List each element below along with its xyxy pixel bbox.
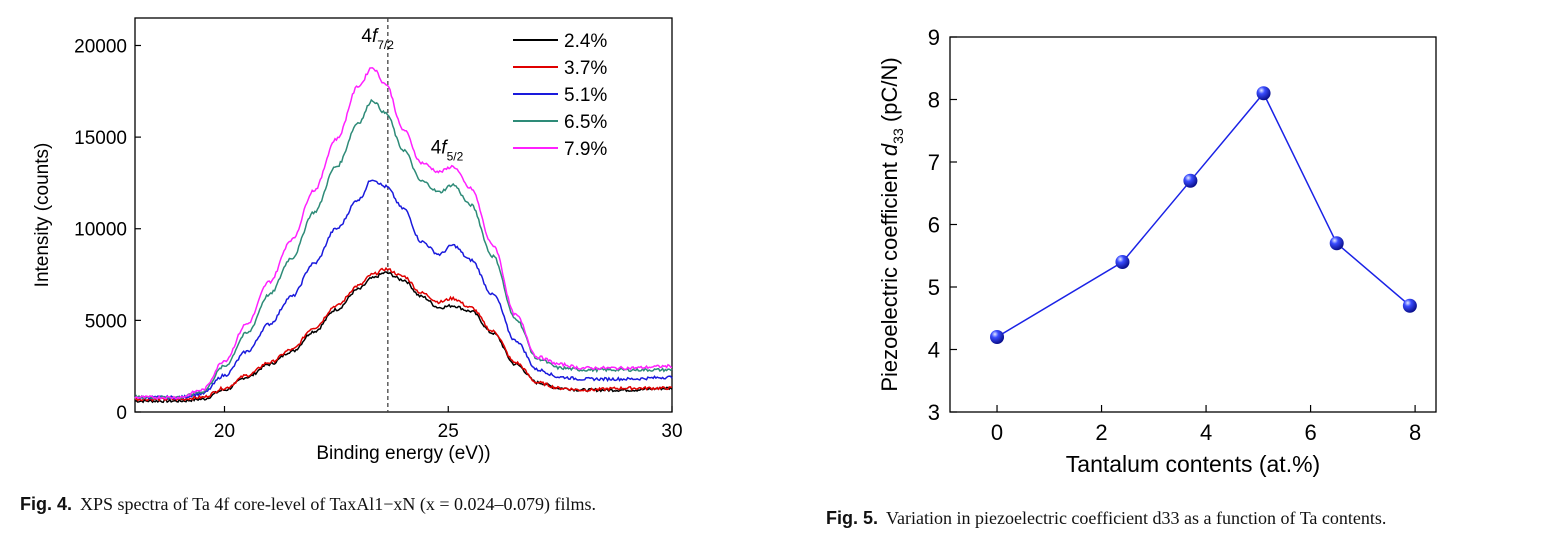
y-tick-label: 6 (928, 213, 940, 238)
series-line (996, 91, 1411, 338)
peak-annotation-2: 4f5/2 (431, 138, 464, 164)
y-tick-label: 4 (928, 338, 940, 363)
plot-frame (134, 17, 673, 413)
figure-5-caption-text: Variation in piezoelectric coefficient d… (886, 508, 1387, 528)
y-tick-label: 15000 (74, 128, 127, 149)
series-line-79 (134, 67, 673, 400)
y-tick-label: 10000 (74, 220, 127, 241)
y-tick-label: 3 (928, 400, 940, 425)
piezoelectric-coefficient-chart: 3 4 5 6 7 8 9 0 2 4 6 8 Tantalum contents (at.%) Piez… (877, 25, 1437, 477)
data-point (1256, 86, 1271, 101)
series-line-51 (134, 179, 673, 401)
y-tick-label: 8 (928, 88, 940, 113)
x-tick-label: 20 (214, 421, 235, 442)
x-tick-label: 4 (1200, 420, 1212, 445)
legend-label: 2.4% (564, 31, 607, 52)
data-point (1329, 236, 1344, 251)
figure-4-label: Fig. 4. (20, 494, 73, 514)
y-tick-label: 5 (928, 275, 940, 300)
series-line-37 (134, 266, 673, 402)
legend-label: 7.9% (564, 139, 607, 160)
x-tick-label: 2 (1095, 420, 1107, 445)
y-tick-label: 5000 (85, 311, 127, 332)
series-line-65 (134, 98, 673, 401)
y-tick-label: 9 (928, 25, 940, 50)
figure-4-caption-text: XPS spectra of Ta 4f core-level of TaxAl… (80, 494, 597, 514)
legend-label: 5.1% (564, 85, 607, 106)
plot-frame (949, 36, 1437, 413)
y-axis-label: Piezoelectric coefficient d33 (pC/N) (877, 57, 906, 391)
data-point (990, 330, 1005, 344)
x-tick-label: 0 (991, 420, 1003, 445)
y-axis-label: Intensity (counts) (32, 143, 53, 288)
data-point (1115, 255, 1130, 269)
figure-4-caption: Fig. 4. XPS spectra of Ta 4f core-level o… (20, 494, 596, 515)
y-tick-label: 0 (116, 403, 127, 424)
x-tick-label: 25 (438, 421, 459, 442)
x-axis-label: Tantalum contents (at.%) (1066, 451, 1320, 477)
x-axis-label: Binding energy (eV)) (316, 443, 490, 464)
y-tick-label: 20000 (74, 36, 127, 57)
x-tick-label: 8 (1409, 420, 1421, 445)
y-tick-label: 7 (928, 150, 940, 175)
xps-spectra-chart: 0 5000 10000 15000 20000 20 25 30 Binding energy… (32, 17, 683, 464)
legend-label: 6.5% (564, 112, 607, 133)
figure-5-caption: Fig. 5. Variation in piezoelectric coeffi… (826, 508, 1386, 529)
figure-5-label: Fig. 5. (826, 508, 879, 528)
data-point (1183, 173, 1198, 188)
peak-annotation-1: 4f7/2 (361, 26, 394, 52)
x-tick-label: 30 (661, 421, 682, 442)
x-tick-label: 6 (1304, 420, 1316, 445)
data-point (1402, 298, 1417, 313)
series-line-24 (134, 271, 673, 404)
legend-label: 3.7% (564, 58, 607, 79)
